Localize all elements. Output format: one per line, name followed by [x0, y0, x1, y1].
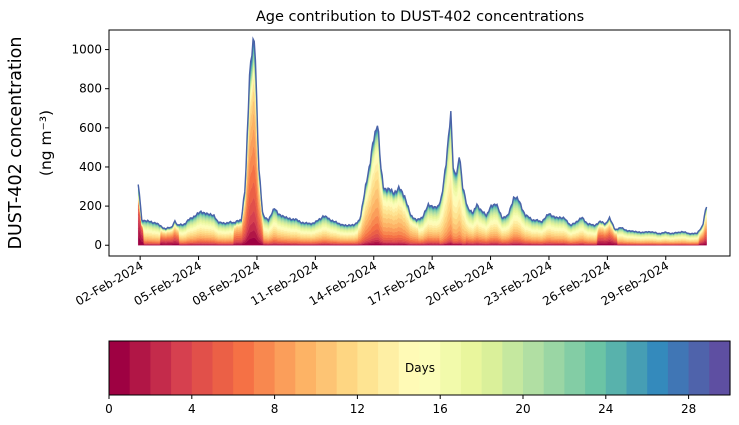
colorbar-tick-label: 4: [188, 402, 196, 416]
colorbar-segment: [419, 341, 441, 395]
y-tick-label: 600: [79, 121, 102, 135]
age-band-25-days: [138, 45, 707, 235]
colorbar-segment: [626, 341, 648, 395]
x-axis: 02-Feb-202405-Feb-202408-Feb-202411-Feb-…: [73, 256, 671, 308]
colorbar: 0 4 8 12 16 20 24 28: [105, 340, 731, 416]
colorbar-segment: [564, 341, 586, 395]
age-band-21-days: [138, 55, 707, 236]
colorbar-tick-label: 0: [105, 402, 113, 416]
y-tick-label: 800: [79, 82, 102, 96]
colorbar-segment: [502, 341, 524, 395]
colorbar-segment: [605, 341, 628, 395]
colorbar-segment: [357, 341, 379, 395]
colorbar-segment: [585, 341, 607, 395]
colorbar-segment: [688, 341, 710, 395]
age-band-29-days: [138, 38, 707, 235]
colorbar-tick-label: 8: [271, 402, 279, 416]
colorbar-segment: [667, 341, 690, 395]
age-band-28-days: [138, 39, 707, 235]
colorbar-tick-label: 12: [350, 402, 365, 416]
age-band-16-days: [138, 68, 707, 239]
colorbar-tick-label: 20: [515, 402, 530, 416]
colorbar-segment: [440, 341, 462, 395]
colorbar-segment: [171, 341, 193, 395]
age-band-20-days: [138, 58, 707, 237]
colorbar-segment: [295, 341, 317, 395]
age-band-27-days: [138, 41, 707, 235]
y-axis-label-line2: (ng m⁻³): [37, 110, 55, 176]
age-band-14-days: [138, 73, 707, 240]
colorbar-label: Days: [405, 361, 435, 375]
colorbar-segment: [233, 341, 255, 395]
age-band-15-days: [138, 71, 707, 239]
colorbar-segment: [336, 341, 358, 395]
colorbar-segment: [481, 341, 503, 395]
age-band-24-days: [138, 47, 707, 235]
age-band-18-days: [138, 63, 707, 238]
colorbar-segment: [129, 341, 151, 395]
colorbar-segment: [709, 341, 731, 395]
colorbar-segment: [109, 341, 131, 395]
colorbar-tick-label: 24: [598, 402, 613, 416]
plot-frame: [108, 29, 731, 257]
colorbar-segment: [378, 341, 400, 395]
total-concentration-line: [137, 36, 708, 235]
age-band-13-days: [138, 77, 707, 241]
y-tick-label: 200: [79, 199, 102, 213]
colorbar-segment: [460, 341, 483, 395]
colorbar-segment: [543, 341, 565, 395]
colorbar-segment: [191, 341, 214, 395]
colorbar-segment: [150, 341, 172, 395]
age-band-22-days: [138, 52, 707, 236]
colorbar-segment: [523, 341, 545, 395]
colorbar-tick-label: 16: [433, 402, 448, 416]
colorbar-segment: [274, 341, 296, 395]
plot-area: [137, 36, 708, 246]
y-axis: 0 200 400 600 800 1000: [71, 43, 109, 252]
colorbar-segment: [398, 341, 421, 395]
colorbar-segment: [253, 341, 276, 395]
age-band-26-days: [138, 43, 707, 235]
y-tick-label: 1000: [71, 43, 102, 57]
colorbar-segment: [316, 341, 338, 395]
y-axis-label-line1: DUST-402 concentration: [6, 37, 26, 250]
colorbar-segment: [647, 341, 669, 395]
age-band-19-days: [138, 61, 707, 237]
y-tick-label: 0: [94, 238, 102, 252]
colorbar-tick-label: 28: [681, 402, 696, 416]
age-band-17-days: [138, 66, 707, 238]
colorbar-frame: [108, 340, 731, 396]
chart-title: Age contribution to DUST-402 concentrati…: [256, 9, 584, 25]
y-tick-label: 400: [79, 160, 102, 174]
colorbar-segment: [212, 341, 234, 395]
age-band-23-days: [138, 50, 707, 236]
